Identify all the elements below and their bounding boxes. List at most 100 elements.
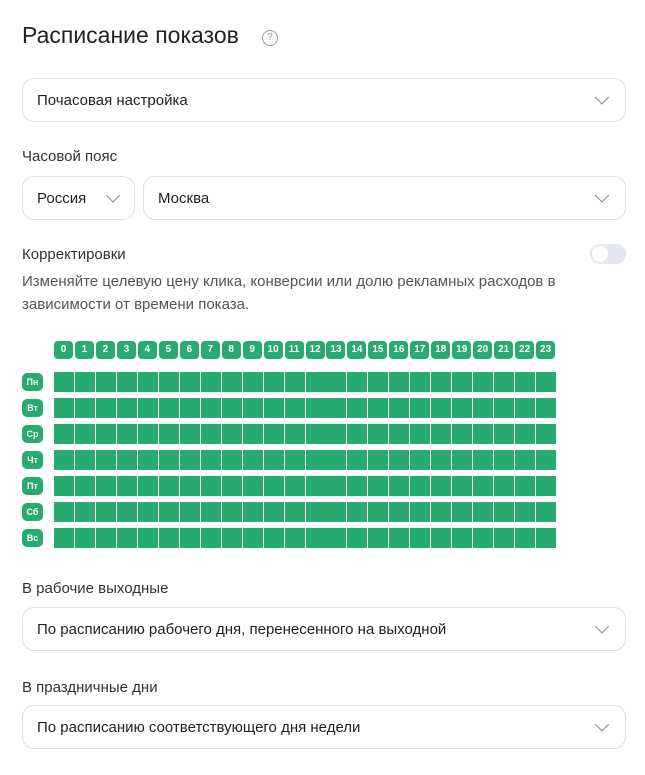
- schedule-cell[interactable]: [95, 476, 116, 496]
- schedule-cell[interactable]: [368, 450, 389, 470]
- schedule-cell[interactable]: [431, 476, 452, 496]
- schedule-cell[interactable]: [431, 502, 452, 522]
- working-weekends-select[interactable]: По расписанию рабочего дня, перенесенног…: [22, 607, 626, 651]
- schedule-cell[interactable]: [54, 450, 74, 470]
- schedule-cell[interactable]: [242, 372, 263, 392]
- hour-header[interactable]: 0: [54, 341, 73, 359]
- hour-header[interactable]: 12: [305, 341, 325, 359]
- schedule-cell[interactable]: [452, 372, 473, 392]
- schedule-cell[interactable]: [305, 372, 326, 392]
- hour-header[interactable]: 21: [494, 341, 514, 359]
- schedule-cell[interactable]: [536, 424, 557, 444]
- schedule-cell[interactable]: [347, 424, 368, 444]
- hour-header[interactable]: 22: [515, 341, 535, 359]
- schedule-cell[interactable]: [536, 502, 557, 522]
- schedule-cell[interactable]: [452, 450, 473, 470]
- schedule-cell[interactable]: [116, 372, 137, 392]
- hour-header[interactable]: 3: [116, 341, 136, 359]
- schedule-cell[interactable]: [221, 424, 242, 444]
- schedule-cell[interactable]: [263, 398, 284, 418]
- schedule-cell[interactable]: [473, 424, 494, 444]
- schedule-cell[interactable]: [494, 372, 515, 392]
- day-label[interactable]: Чт: [22, 451, 43, 469]
- schedule-cell[interactable]: [326, 398, 347, 418]
- schedule-cell[interactable]: [494, 424, 515, 444]
- schedule-cell[interactable]: [284, 476, 305, 496]
- schedule-cell[interactable]: [431, 528, 452, 548]
- schedule-cell[interactable]: [158, 372, 179, 392]
- schedule-cell[interactable]: [494, 502, 515, 522]
- schedule-cell[interactable]: [326, 528, 347, 548]
- hour-header[interactable]: 17: [410, 341, 430, 359]
- schedule-cell[interactable]: [263, 372, 284, 392]
- schedule-cell[interactable]: [431, 372, 452, 392]
- schedule-cell[interactable]: [54, 398, 74, 418]
- schedule-cell[interactable]: [200, 372, 221, 392]
- schedule-cell[interactable]: [137, 502, 158, 522]
- schedule-cell[interactable]: [305, 476, 326, 496]
- schedule-cell[interactable]: [347, 528, 368, 548]
- schedule-cell[interactable]: [116, 398, 137, 418]
- schedule-cell[interactable]: [431, 398, 452, 418]
- day-label[interactable]: Пт: [22, 477, 43, 495]
- schedule-cell[interactable]: [95, 450, 116, 470]
- hour-header[interactable]: 13: [326, 341, 346, 359]
- schedule-cell[interactable]: [431, 424, 452, 444]
- schedule-cell[interactable]: [473, 372, 494, 392]
- schedule-cell[interactable]: [347, 398, 368, 418]
- schedule-cell[interactable]: [242, 476, 263, 496]
- schedule-cell[interactable]: [242, 398, 263, 418]
- schedule-cell[interactable]: [410, 528, 431, 548]
- schedule-cell[interactable]: [410, 450, 431, 470]
- hour-header[interactable]: 9: [242, 341, 262, 359]
- hour-header[interactable]: 6: [179, 341, 199, 359]
- schedule-cell[interactable]: [158, 476, 179, 496]
- schedule-cell[interactable]: [137, 372, 158, 392]
- schedule-cell[interactable]: [389, 502, 410, 522]
- schedule-cell[interactable]: [347, 372, 368, 392]
- city-select[interactable]: Москва: [143, 176, 626, 220]
- schedule-cell[interactable]: [494, 398, 515, 418]
- schedule-cell[interactable]: [347, 450, 368, 470]
- schedule-cell[interactable]: [54, 502, 74, 522]
- schedule-cell[interactable]: [431, 450, 452, 470]
- schedule-cell[interactable]: [305, 528, 326, 548]
- schedule-cell[interactable]: [515, 398, 536, 418]
- schedule-cell[interactable]: [54, 528, 74, 548]
- schedule-cell[interactable]: [536, 476, 557, 496]
- schedule-cell[interactable]: [179, 424, 200, 444]
- schedule-cell[interactable]: [305, 502, 326, 522]
- hour-header[interactable]: 1: [74, 341, 94, 359]
- schedule-cell[interactable]: [263, 528, 284, 548]
- schedule-cell[interactable]: [410, 424, 431, 444]
- schedule-cell[interactable]: [368, 424, 389, 444]
- schedule-cell[interactable]: [221, 476, 242, 496]
- schedule-cell[interactable]: [410, 476, 431, 496]
- schedule-cell[interactable]: [452, 424, 473, 444]
- schedule-cell[interactable]: [473, 502, 494, 522]
- schedule-cell[interactable]: [242, 424, 263, 444]
- schedule-cell[interactable]: [221, 372, 242, 392]
- schedule-cell[interactable]: [137, 424, 158, 444]
- schedule-cell[interactable]: [347, 502, 368, 522]
- schedule-cell[interactable]: [74, 528, 95, 548]
- schedule-cell[interactable]: [95, 372, 116, 392]
- schedule-cell[interactable]: [221, 502, 242, 522]
- schedule-cell[interactable]: [410, 502, 431, 522]
- day-label[interactable]: Вс: [22, 529, 43, 547]
- schedule-cell[interactable]: [116, 528, 137, 548]
- schedule-cell[interactable]: [515, 502, 536, 522]
- schedule-cell[interactable]: [515, 476, 536, 496]
- schedule-cell[interactable]: [179, 398, 200, 418]
- schedule-cell[interactable]: [515, 450, 536, 470]
- schedule-cell[interactable]: [158, 528, 179, 548]
- schedule-cell[interactable]: [389, 476, 410, 496]
- schedule-cell[interactable]: [305, 398, 326, 418]
- schedule-cell[interactable]: [368, 502, 389, 522]
- schedule-cell[interactable]: [74, 450, 95, 470]
- schedule-cell[interactable]: [452, 502, 473, 522]
- day-label[interactable]: Ср: [22, 425, 43, 443]
- schedule-cell[interactable]: [515, 424, 536, 444]
- schedule-cell[interactable]: [200, 528, 221, 548]
- schedule-cell[interactable]: [284, 502, 305, 522]
